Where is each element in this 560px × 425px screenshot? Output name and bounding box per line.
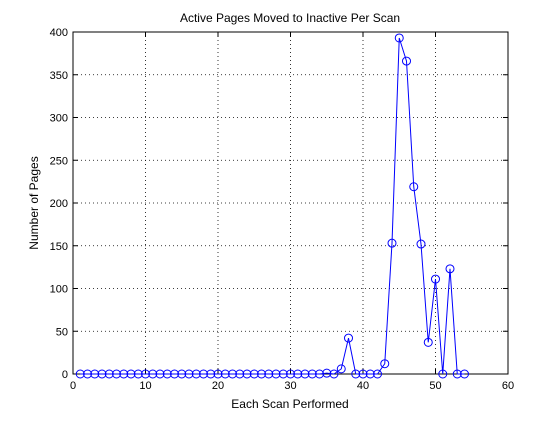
data-point-marker <box>358 369 368 379</box>
y-tick-label: 0 <box>62 369 68 381</box>
data-point-marker <box>423 337 433 347</box>
x-tick-label: 0 <box>70 380 76 392</box>
y-axis-label: Number of Pages <box>27 156 41 249</box>
data-point-marker <box>141 369 150 379</box>
y-tick-label: 200 <box>50 198 68 210</box>
data-point-marker <box>445 264 455 274</box>
data-point-marker <box>235 369 245 379</box>
tick-labels: 0 10 20 30 40 50 60 0 50 100 150 200 250 300 350 400 <box>50 27 514 392</box>
data-point-marker <box>104 369 114 379</box>
x-tick-label: 50 <box>429 380 441 392</box>
data-point-marker <box>431 274 440 284</box>
y-tick-label: 150 <box>50 241 68 253</box>
data-point-marker <box>438 369 448 379</box>
data-point-marker <box>75 369 85 379</box>
data-point-marker <box>329 369 339 379</box>
x-tick-label: 60 <box>502 380 514 392</box>
data-point-marker <box>300 369 310 379</box>
data-point-marker <box>206 369 216 379</box>
x-tick-label: 30 <box>284 380 296 392</box>
grid-lines <box>73 32 508 374</box>
data-point-marker <box>307 369 317 379</box>
data-point-marker <box>271 369 281 379</box>
data-point-marker <box>336 364 346 374</box>
data-point-marker <box>170 369 179 379</box>
data-point-marker <box>322 368 332 378</box>
data-point-marker <box>394 33 404 43</box>
y-tick-label: 300 <box>50 113 68 125</box>
x-tick-label: 10 <box>139 380 151 392</box>
data-point-marker <box>315 369 324 379</box>
data-point-marker <box>97 369 107 379</box>
data-point-marker <box>416 239 426 249</box>
data-point-marker <box>126 369 136 379</box>
data-point-marker <box>112 369 121 379</box>
data-point-marker <box>257 369 266 379</box>
chart-title: Active Pages Moved to Inactive Per Scan <box>180 11 400 25</box>
plot-area-background <box>73 32 508 374</box>
data-point-marker <box>460 369 469 379</box>
data-point-marker <box>351 369 361 379</box>
data-point-marker <box>199 369 208 379</box>
data-point-marker <box>452 369 462 379</box>
y-tick-label: 350 <box>50 70 68 82</box>
data-point-marker <box>365 369 375 379</box>
data-point-marker <box>373 369 382 379</box>
data-point-marker <box>155 369 165 379</box>
data-point-marker <box>264 369 274 379</box>
data-point-marker <box>286 369 295 379</box>
series-markers <box>75 33 469 379</box>
data-point-marker <box>278 369 288 379</box>
data-point-marker <box>191 369 201 379</box>
y-tick-label: 100 <box>50 284 68 296</box>
data-point-marker <box>380 359 390 369</box>
data-point-marker <box>249 369 259 379</box>
y-tick-label: 50 <box>56 326 68 338</box>
data-point-marker <box>162 369 172 379</box>
data-point-marker <box>220 369 230 379</box>
data-point-marker <box>90 369 100 379</box>
x-tick-label: 40 <box>357 380 369 392</box>
x-tick-label: 20 <box>212 380 224 392</box>
y-tick-label: 400 <box>50 27 68 39</box>
data-point-marker <box>119 369 129 379</box>
data-point-marker <box>184 369 194 379</box>
data-point-marker <box>133 369 143 379</box>
data-point-marker <box>83 369 92 379</box>
data-point-marker <box>387 238 397 248</box>
data-point-marker <box>409 182 419 192</box>
data-point-marker <box>213 369 223 379</box>
x-axis-label: Each Scan Performed <box>231 397 348 411</box>
data-point-marker <box>344 333 353 343</box>
data-point-marker <box>228 369 237 379</box>
data-point-marker <box>293 369 303 379</box>
data-point-marker <box>402 56 411 66</box>
y-tick-label: 250 <box>50 155 68 167</box>
data-point-marker <box>148 369 158 379</box>
data-point-marker <box>242 369 252 379</box>
data-point-marker <box>177 369 187 379</box>
